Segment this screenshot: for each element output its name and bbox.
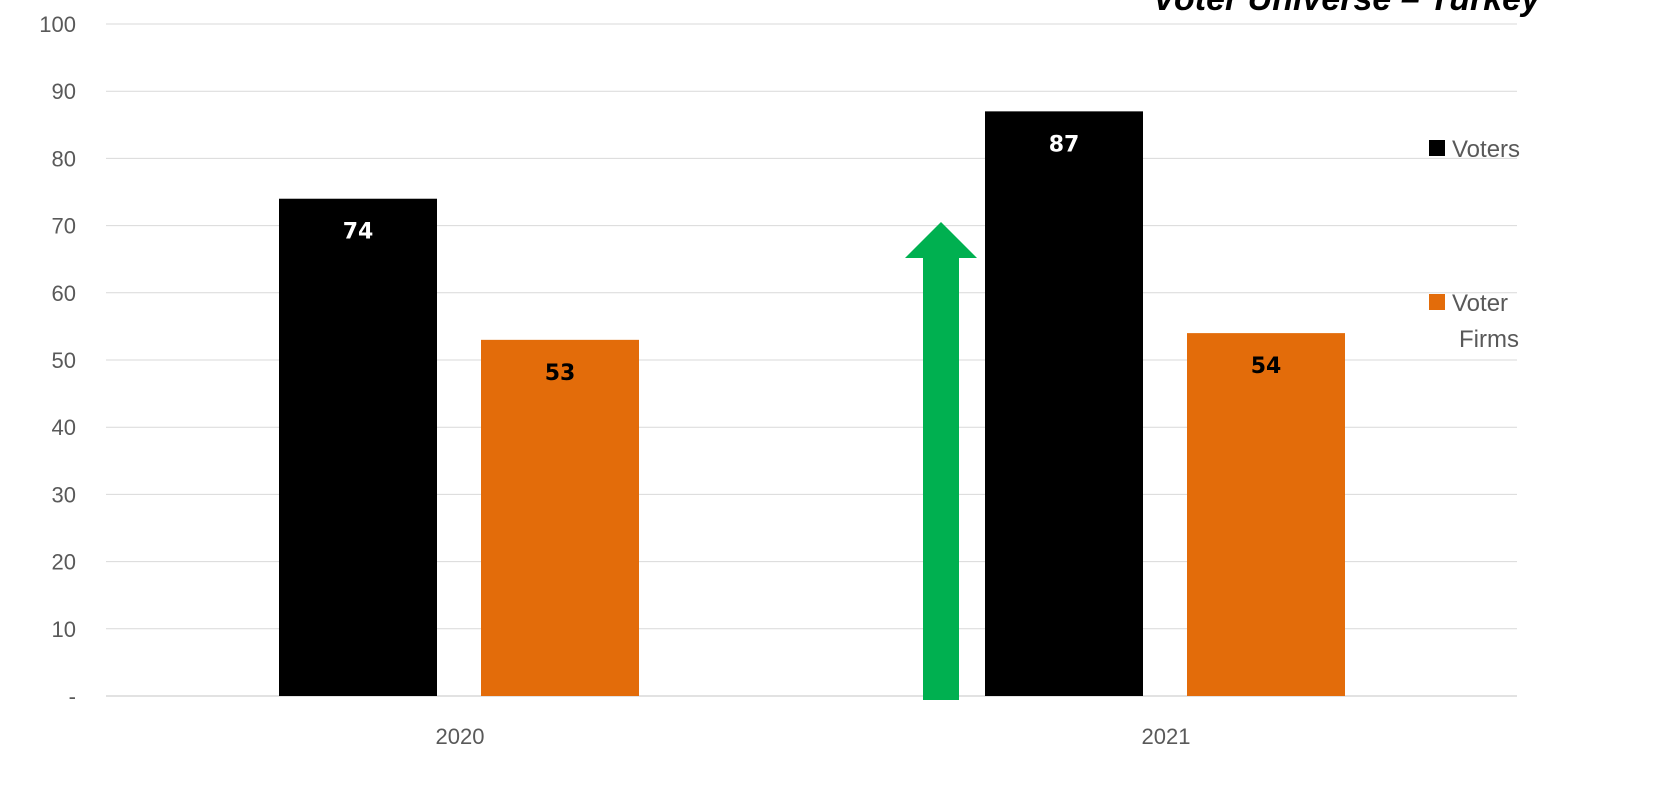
data-label: 53 xyxy=(545,361,576,386)
data-label: 87 xyxy=(1049,132,1080,157)
y-tick-label: 100 xyxy=(39,12,76,37)
legend-swatch xyxy=(1429,140,1445,156)
data-label: 54 xyxy=(1251,354,1282,379)
legend-label: Voter xyxy=(1452,290,1508,317)
y-tick-label: 90 xyxy=(52,79,76,104)
x-axis-category-labels: 2020 2021 xyxy=(436,724,1191,749)
y-tick-label: - xyxy=(69,684,76,709)
legend-label: Firms xyxy=(1459,326,1519,353)
legend: Voters Voter Firms xyxy=(1429,136,1520,353)
bar-voters-2021 xyxy=(985,111,1143,697)
data-label: 74 xyxy=(343,220,374,245)
y-tick-label: 80 xyxy=(52,146,76,171)
bar-voter-firms-2021 xyxy=(1187,333,1345,696)
bar-voter-firms-2020 xyxy=(481,339,639,696)
y-tick-label: 50 xyxy=(52,348,76,373)
growth-arrow-annotation xyxy=(905,222,977,700)
bar-voters-2020 xyxy=(279,198,437,696)
data-labels: 74 53 87 54 xyxy=(343,132,1282,385)
y-tick-label: 10 xyxy=(52,617,76,642)
legend-label: Voters xyxy=(1452,136,1520,163)
x-category-label: 2020 xyxy=(436,724,485,749)
y-axis-tick-labels: - 10 20 30 40 50 60 70 80 90 100 xyxy=(39,12,76,709)
chart-title: Voter Universe – Turkey xyxy=(1153,0,1543,18)
y-tick-label: 70 xyxy=(52,214,76,239)
y-tick-label: 30 xyxy=(52,482,76,507)
y-tick-label: 20 xyxy=(52,550,76,575)
legend-swatch xyxy=(1429,294,1445,310)
x-category-label: 2021 xyxy=(1142,724,1191,749)
up-arrow-icon xyxy=(905,222,977,700)
y-tick-label: 60 xyxy=(52,281,76,306)
y-tick-label: 40 xyxy=(52,415,76,440)
bars xyxy=(279,111,1345,697)
